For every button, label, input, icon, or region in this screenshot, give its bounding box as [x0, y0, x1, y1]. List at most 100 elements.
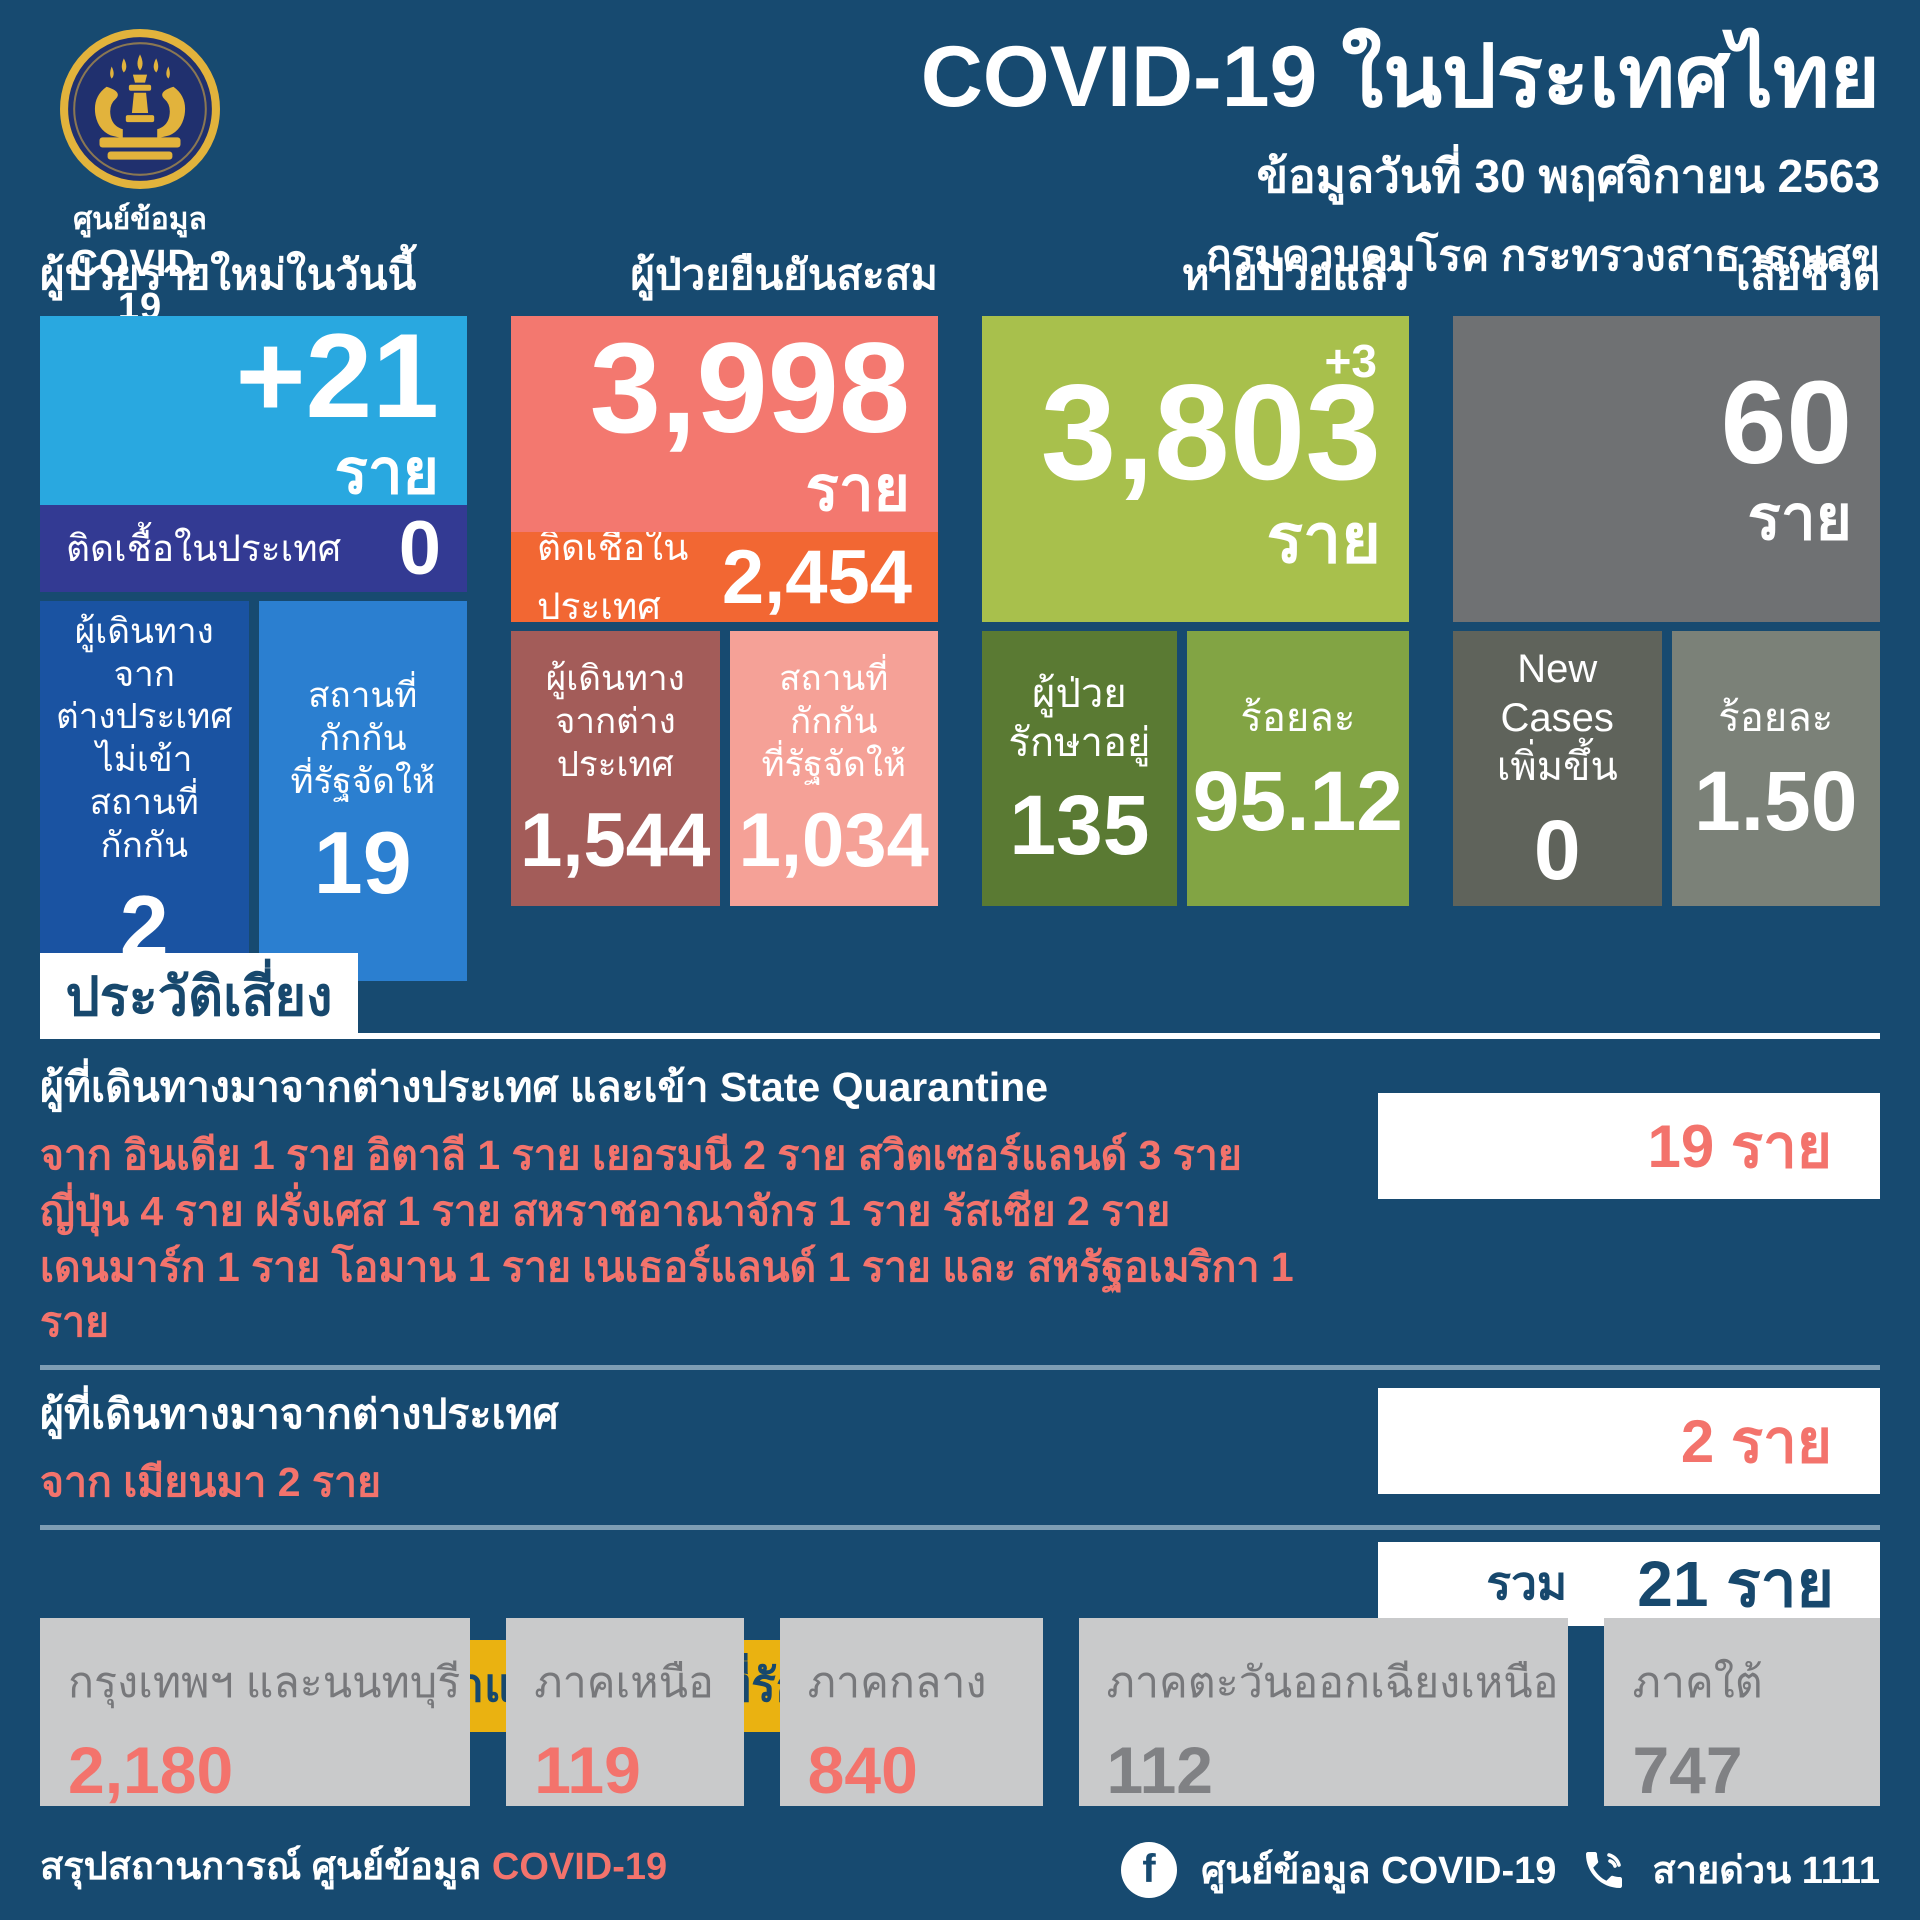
local-infection-label: ติดเชื้อในประเทศ [537, 527, 689, 627]
new-cases-sub-left: ผู้เดินทางจาก ต่างประเทศ ไม่เข้า สถานที่… [40, 601, 249, 982]
region-cards-row: กรุงเทพฯ และนนทบุรี 2,180 ภาคเหนือ 119 ภ… [40, 1618, 1880, 1807]
region-card-north: ภาคเหนือ 119 [506, 1618, 744, 1807]
logo-block: ศูนย์ข้อมูล COVID-19 [55, 28, 225, 329]
card-deaths: เสียชีวิต 60 ราย New Cases เพิ่มขึ้น 0 ร… [1453, 251, 1880, 906]
card-new-cases: ผู้ป่วยรายใหม่ในวันนี้ +21 ราย ติดเชื้อใ… [40, 251, 467, 982]
card-new-cases-title: ผู้ป่วยรายใหม่ในวันนี้ [40, 251, 417, 298]
in-treatment-value: 135 [1009, 778, 1150, 873]
new-cases-value: +21 [235, 309, 439, 443]
region-value: 119 [534, 1733, 641, 1807]
cumulative-sub-right: สถานที่ กักกัน ที่รัฐจัดให้ 1,034 [729, 631, 938, 906]
sub-right-label: สถานที่ กักกัน ที่รัฐจัดให้ [290, 676, 436, 801]
card-cumulative-title: ผู้ป่วยยืนยันสะสม [630, 251, 938, 298]
percent-label: ร้อยละ [1240, 696, 1356, 741]
region-value: 840 [807, 1733, 918, 1807]
card-deaths-title: เสียชีวิต [1736, 251, 1880, 298]
recovered-delta-badge: +3 [1324, 335, 1377, 387]
cumulative-unit: ราย [805, 455, 910, 525]
hotline-label: สายด่วน 1111 [1652, 1850, 1880, 1892]
new-deaths-label: New Cases เพิ่มขึ้น [1496, 647, 1618, 789]
risk-heading: ประวัติเสี่ยง [40, 953, 358, 1039]
risk-heading-row: ประวัติเสี่ยง [40, 953, 1880, 1039]
recovered-sub-left: ผู้ป่วย รักษาอยู่ 135 [982, 631, 1177, 906]
region-value: 747 [1632, 1733, 1743, 1807]
recovered-sub-right: ร้อยละ 95.12 [1186, 631, 1409, 906]
region-label: ภาคเหนือ [534, 1659, 714, 1707]
facebook-icon: f [1121, 1841, 1178, 1898]
card-recovered-title: หายป่วยแล้ว [1181, 251, 1409, 298]
percent-value: 95.12 [1192, 753, 1403, 848]
cumulative-value: 3,998 [589, 317, 910, 461]
local-infection-value: 2,454 [721, 534, 912, 620]
title-block: COVID-19 ในประเทศไทย ข้อมูลวันที่ 30 พฤศ… [920, 29, 1880, 289]
sub-left-value: 1,544 [520, 797, 711, 883]
risk-group2-line1: จาก เมียนมา 2 ราย [40, 1459, 382, 1505]
risk-total-label: รวม [1486, 1557, 1568, 1610]
deaths-unit: ราย [1747, 484, 1852, 553]
risk-group1-line2: ญี่ปุ่น 4 ราย ฝรั่งเศส 1 ราย สหราชอาณาจั… [40, 1187, 1171, 1234]
deaths-value: 60 [1720, 357, 1852, 489]
footer-summary-text: สรุปสถานการณ์ ศูนย์ข้อมูล [40, 1846, 492, 1888]
local-infection-label: ติดเชื้อในประเทศ [66, 528, 342, 570]
recovered-unit: ราย [1266, 501, 1381, 577]
risk-total-value: 21 ราย [1637, 1547, 1834, 1620]
new-cases-sub-right: สถานที่ กักกัน ที่รัฐจัดให้ 19 [258, 601, 467, 982]
deaths-sub-left: New Cases เพิ่มขึ้น 0 [1453, 631, 1662, 906]
card-recovered: หายป่วยแล้ว +3 3,803 ราย ผู้ป่วย รักษาอย… [982, 251, 1409, 906]
card-cumulative-cases: ผู้ป่วยยืนยันสะสม 3,998 ราย ติดเชื้อในปร… [511, 251, 938, 906]
cumulative-sub-left: ผู้เดินทาง จากต่างประเทศ 1,544 [511, 631, 720, 906]
section-divider [40, 1524, 1880, 1530]
region-label: ภาคตะวันออกเฉียงเหนือ [1106, 1659, 1559, 1707]
region-card-central: ภาคกลาง 840 [779, 1618, 1043, 1807]
risk-group-travellers: ผู้ที่เดินทางมาจากต่างประเทศ จาก เมียนมา… [40, 1382, 1880, 1511]
risk-group1-title: ผู้ที่เดินทางมาจากต่างประเทศ และเข้า Sta… [40, 1064, 1049, 1110]
department-name: กรมควบคุมโรค กระทรวงสาธารณสุข [1206, 231, 1880, 279]
cumulative-local-block: ติดเชื้อในประเทศ 2,454 [511, 527, 938, 627]
risk-history-section: ประวัติเสี่ยง ผู้ที่เดินทางมาจากต่างประเ… [40, 953, 1880, 1732]
percent-value: 1.50 [1694, 753, 1858, 848]
percent-label: ร้อยละ [1718, 696, 1834, 741]
risk-group1-count-badge: 19 ราย [1378, 1093, 1880, 1199]
risk-group1-line1: จาก อินเดีย 1 ราย อิตาลี 1 ราย เยอรมนี 2… [40, 1132, 1242, 1178]
footer-summary: สรุปสถานการณ์ ศูนย์ข้อมูล COVID-19 [40, 1835, 667, 1896]
deaths-total-block: 60 ราย [1453, 316, 1880, 622]
footer-summary-accent: COVID-19 [491, 1846, 668, 1888]
region-label: กรุงเทพฯ และนนทบุรี [68, 1659, 461, 1707]
recovered-total-block: +3 3,803 ราย [982, 316, 1409, 622]
phone-icon [1580, 1846, 1628, 1894]
new-cases-unit: ราย [334, 438, 439, 507]
region-card-south: ภาคใต้ 747 [1604, 1618, 1880, 1807]
deaths-sub-right: ร้อยละ 1.50 [1671, 631, 1880, 906]
sub-right-value: 1,034 [738, 797, 929, 883]
risk-total-row: รวม 21 ราย [40, 1530, 1880, 1634]
region-value: 112 [1106, 1733, 1213, 1807]
region-card-bangkok: กรุงเทพฯ และนนทบุรี 2,180 [40, 1618, 471, 1807]
region-card-northeast: ภาคตะวันออกเฉียงเหนือ 112 [1078, 1618, 1569, 1807]
footer-contacts: f ศูนย์ข้อมูล COVID-19 สายด่วน 1111 [1121, 1839, 1880, 1900]
region-label: ภาคใต้ [1632, 1659, 1763, 1707]
risk-group-quarantine: ผู้ที่เดินทางมาจากต่างประเทศ และเข้า Sta… [40, 1055, 1880, 1351]
logo-caption-line1: ศูนย์ข้อมูล [73, 203, 207, 236]
in-treatment-label: ผู้ป่วย รักษาอยู่ [1008, 671, 1151, 765]
sub-right-value: 19 [313, 813, 412, 913]
region-value: 2,180 [68, 1733, 234, 1807]
facebook-page-label: ศูนย์ข้อมูล COVID-19 [1201, 1850, 1557, 1892]
new-deaths-value: 0 [1533, 802, 1581, 897]
stat-cards-row: ผู้ป่วยรายใหม่ในวันนี้ +21 ราย ติดเชื้อใ… [40, 251, 1880, 982]
new-cases-local-block: ติดเชื้อในประเทศ 0 [40, 505, 467, 593]
section-divider [40, 1365, 1880, 1370]
risk-group1-line3: เดนมาร์ก 1 ราย โอมาน 1 ราย เนเธอร์แลนด์ … [40, 1243, 1294, 1346]
page-title: COVID-19 ในประเทศไทย [920, 29, 1880, 125]
data-date: ข้อมูลวันที่ 30 พฤศจิกายน 2563 [1256, 149, 1880, 202]
sub-right-label: สถานที่ กักกัน ที่รัฐจัดให้ [761, 659, 907, 784]
risk-group2-count-badge: 2 ราย [1378, 1388, 1880, 1494]
risk-total-box: รวม 21 ราย [1378, 1541, 1880, 1626]
local-infection-value: 0 [398, 506, 441, 592]
new-cases-total-block: +21 ราย [40, 316, 467, 505]
sub-left-label: ผู้เดินทาง จากต่างประเทศ [545, 659, 685, 784]
sub-left-label: ผู้เดินทางจาก ต่างประเทศ ไม่เข้า สถานที่… [55, 612, 233, 865]
cumulative-total-block: 3,998 ราย [511, 316, 938, 532]
risk-group2-title: ผู้ที่เดินทางมาจากต่างประเทศ [40, 1391, 559, 1437]
region-label: ภาคกลาง [807, 1659, 987, 1707]
